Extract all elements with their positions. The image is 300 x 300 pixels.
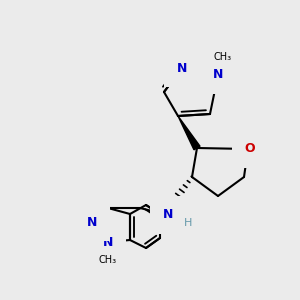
Text: O: O xyxy=(245,142,255,155)
Text: N: N xyxy=(103,236,113,248)
Polygon shape xyxy=(178,116,200,150)
Text: N: N xyxy=(163,208,173,221)
Text: N: N xyxy=(87,215,97,229)
Text: N: N xyxy=(177,61,187,74)
Text: N: N xyxy=(213,68,223,82)
Text: CH₃: CH₃ xyxy=(214,52,232,62)
Text: H: H xyxy=(184,218,192,228)
Text: CH₃: CH₃ xyxy=(99,255,117,265)
